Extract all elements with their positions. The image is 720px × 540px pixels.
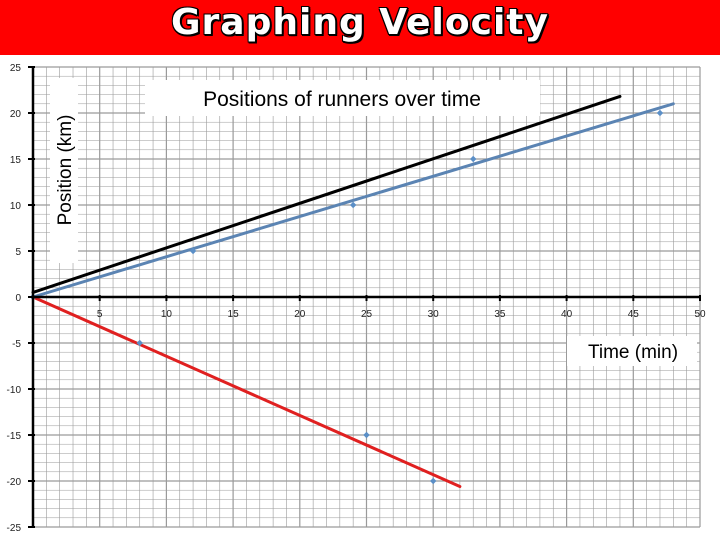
x-tick-label: 40: [561, 309, 573, 320]
x-tick-label: 35: [494, 309, 506, 320]
x-tick-label: 15: [228, 309, 240, 320]
title-banner: [0, 0, 720, 55]
page-title: Graphing Velocity: [170, 2, 549, 43]
y-tick-label: -20: [7, 477, 22, 488]
fit-line-3: [31, 94, 622, 294]
x-tick-label: 10: [161, 309, 173, 320]
x-tick-label: 25: [361, 309, 373, 320]
y-tick-label: -15: [7, 431, 22, 442]
y-tick-label: -5: [12, 339, 21, 350]
y-tick-label: -10: [7, 385, 22, 396]
fit-line-1: [31, 295, 462, 489]
data-point-series-1: [430, 477, 437, 485]
y-axis-label-bg: [50, 78, 78, 263]
data-point-series-2: [189, 247, 197, 255]
data-point-series-2: [470, 155, 477, 163]
y-axis-label: Position (km): [55, 115, 76, 226]
y-tick-label: 5: [15, 247, 21, 258]
x-tick-label: 30: [428, 309, 440, 320]
x-tick-label: 50: [694, 309, 706, 320]
x-tick-label: 20: [294, 309, 306, 320]
y-tick-label: 25: [10, 63, 22, 74]
y-tick-label: 20: [10, 109, 22, 120]
y-tick-label: -25: [7, 523, 22, 534]
y-tick-label: 10: [10, 201, 22, 212]
data-point-series-1: [136, 339, 143, 347]
x-tick-label: 45: [628, 309, 640, 320]
x-tick-label: 5: [97, 309, 103, 320]
x-axis-label: Time (min): [588, 342, 678, 363]
y-tick-label: 0: [15, 293, 21, 304]
data-point-series-1: [363, 431, 370, 439]
chart-title-bg: [145, 80, 540, 116]
axes: [28, 66, 701, 528]
data-point-series-2: [349, 201, 357, 209]
fit-lines: [31, 94, 675, 489]
data-point-series-2: [656, 109, 664, 117]
chart-title: Positions of runners over time: [203, 88, 481, 111]
y-tick-label: 15: [10, 155, 22, 166]
fit-line-2: [31, 102, 675, 299]
x-axis-label-bg: [567, 336, 697, 366]
